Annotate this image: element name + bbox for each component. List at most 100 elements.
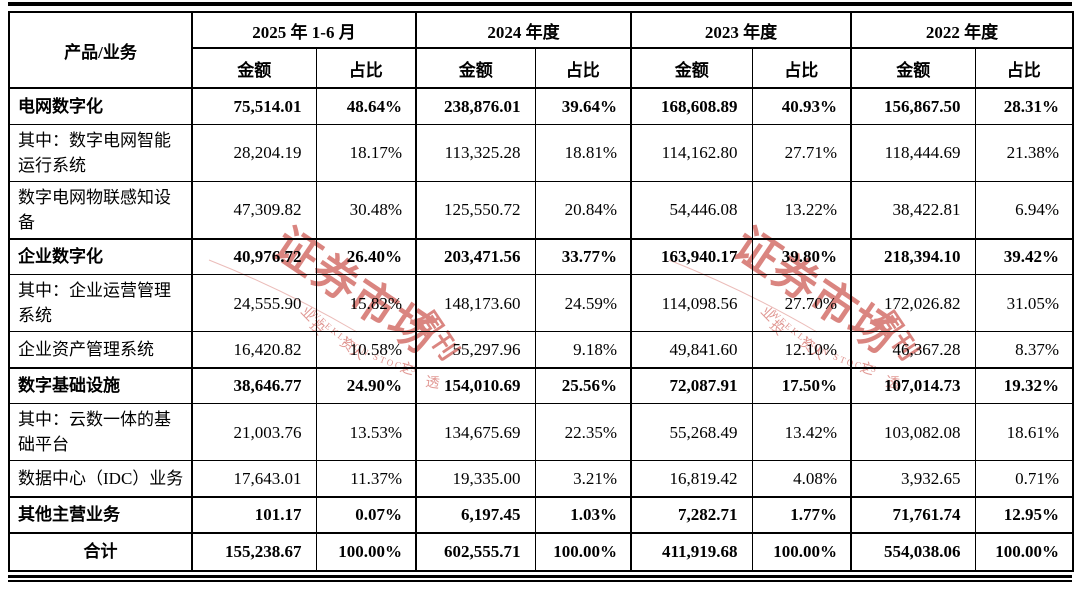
product-label-cell: 企业数字化 [8,237,192,275]
ratio-cell: 30.48% [315,180,417,239]
product-label-cell: 数据中心（IDC）业务 [8,460,192,497]
amount-cell: 49,841.60 [630,331,753,368]
ratio-cell: 40.93% [751,87,852,124]
amount-cell: 47,309.82 [191,180,316,239]
ratio-cell: 18.17% [315,123,417,181]
amount-cell: 6,197.45 [415,495,536,533]
ratio-cell: 24.59% [534,274,632,332]
table-outer-bottom-border [8,574,1072,582]
ratio-cell: 25.56% [534,366,632,404]
ratio-cell: 13.53% [315,403,417,461]
table-row: 其中：云数一体的基础平台 21,003.76 13.53% 134,675.69 22.… [8,403,1074,461]
amount-cell: 55,297.96 [415,331,536,368]
period-header-2: 2023 年度 [630,11,852,49]
amount-cell: 125,550.72 [415,180,536,239]
ratio-cell: 1.03% [534,495,632,533]
amount-cell: 24,555.90 [191,274,316,332]
amount-cell: 103,082.08 [850,403,976,461]
period-header-1: 2024 年度 [415,11,632,49]
product-label-cell: 数字基础设施 [8,366,192,404]
table-header: 产品/业务 2025 年 1-6 月 2024 年度 2023 年度 2022 年度 … [8,11,1074,89]
ratio-cell: 39.42% [974,237,1074,275]
amount-cell: 3,932.65 [850,460,976,497]
amount-cell: 101.17 [191,495,316,533]
table-body: 电网数字化 75,514.01 48.64% 238,876.01 39.64% 168,… [8,87,1074,571]
ratio-cell: 0.71% [974,460,1074,497]
ratio-cell: 100.00% [751,531,852,571]
period-header-3: 2022 年度 [850,11,1074,49]
period-header-0: 2025 年 1-6 月 [190,11,417,49]
amount-cell: 134,675.69 [415,403,536,461]
ratio-cell: 48.64% [315,87,417,124]
product-label-cell: 电网数字化 [8,87,192,124]
ratio-cell: 27.70% [751,274,852,332]
amount-cell: 54,446.08 [630,180,753,239]
table-row: 数字电网物联感知设备 47,309.82 30.48% 125,550.72 20.84… [8,180,1074,239]
ratio-cell: 0.07% [315,495,417,533]
ratio-cell: 6.94% [974,180,1074,239]
table-row: 电网数字化 75,514.01 48.64% 238,876.01 39.64% 168,… [8,87,1074,124]
ratio-cell: 100.00% [974,531,1074,571]
table-row: 企业数字化 40,976.72 26.40% 203,471.56 33.77% 163,… [8,237,1074,275]
ratio-cell: 4.08% [751,460,852,497]
table-row: 其中：数字电网智能运行系统 28,204.19 18.17% 113,325.28 18… [8,123,1074,181]
ratio-cell: 18.61% [974,403,1074,461]
ratio-cell: 8.37% [974,331,1074,368]
amount-cell: 148,173.60 [415,274,536,332]
amount-cell: 114,098.56 [630,274,753,332]
amount-cell: 155,238.67 [191,531,316,571]
amount-cell: 75,514.01 [191,87,316,124]
amount-cell: 602,555.71 [415,531,536,571]
amount-cell: 238,876.01 [415,87,536,124]
ratio-cell: 13.42% [751,403,852,461]
amount-cell: 46,367.28 [850,331,976,368]
product-label-cell: 其中：企业运营管理系统 [8,274,192,332]
ratio-cell: 18.81% [534,123,632,181]
amount-cell: 38,422.81 [850,180,976,239]
corner-header-product-business: 产品/业务 [8,11,192,89]
product-label-cell: 数字电网物联感知设备 [8,180,192,239]
ratio-cell: 26.40% [315,237,417,275]
table-row: 数据中心（IDC）业务 17,643.01 11.37% 19,335.00 3.21%… [8,460,1074,497]
subheader-amount-2: 金额 [630,47,753,89]
amount-cell: 16,819.42 [630,460,753,497]
ratio-cell: 12.10% [751,331,852,368]
product-label-cell: 其他主营业务 [8,495,192,533]
table-row: 数字基础设施 38,646.77 24.90% 154,010.69 25.56% 72,… [8,366,1074,404]
ratio-cell: 100.00% [534,531,632,571]
amount-cell: 40,976.72 [191,237,316,275]
amount-cell: 154,010.69 [415,366,536,404]
subheader-amount-1: 金额 [415,47,536,89]
ratio-cell: 17.50% [751,366,852,404]
amount-cell: 28,204.19 [191,123,316,181]
table-row: 企业资产管理系统 16,420.82 10.58% 55,297.96 9.18% 49,… [8,331,1074,368]
amount-cell: 71,761.74 [850,495,976,533]
ratio-cell: 3.21% [534,460,632,497]
subheader-ratio-2: 占比 [751,47,852,89]
subheader-ratio-0: 占比 [315,47,417,89]
amount-cell: 21,003.76 [191,403,316,461]
ratio-cell: 20.84% [534,180,632,239]
amount-cell: 7,282.71 [630,495,753,533]
subheader-ratio-1: 占比 [534,47,632,89]
ratio-cell: 10.58% [315,331,417,368]
table-outer-top-border [8,2,1072,11]
table-container: 产品/业务 2025 年 1-6 月 2024 年度 2023 年度 2022 年度 … [8,2,1075,582]
amount-cell: 172,026.82 [850,274,976,332]
amount-cell: 38,646.77 [191,366,316,404]
ratio-cell: 39.64% [534,87,632,124]
amount-cell: 218,394.10 [850,237,976,275]
ratio-cell: 24.90% [315,366,417,404]
amount-cell: 411,919.68 [630,531,753,571]
amount-cell: 554,038.06 [850,531,976,571]
ratio-cell: 39.80% [751,237,852,275]
product-label-cell: 合计 [8,531,192,571]
product-label-cell: 其中：数字电网智能运行系统 [8,123,192,181]
amount-cell: 72,087.91 [630,366,753,404]
ratio-cell: 11.37% [315,460,417,497]
amount-cell: 168,608.89 [630,87,753,124]
table-row: 其他主营业务 101.17 0.07% 6,197.45 1.03% 7,282.71 1.… [8,495,1074,533]
ratio-cell: 31.05% [974,274,1074,332]
ratio-cell: 21.38% [974,123,1074,181]
